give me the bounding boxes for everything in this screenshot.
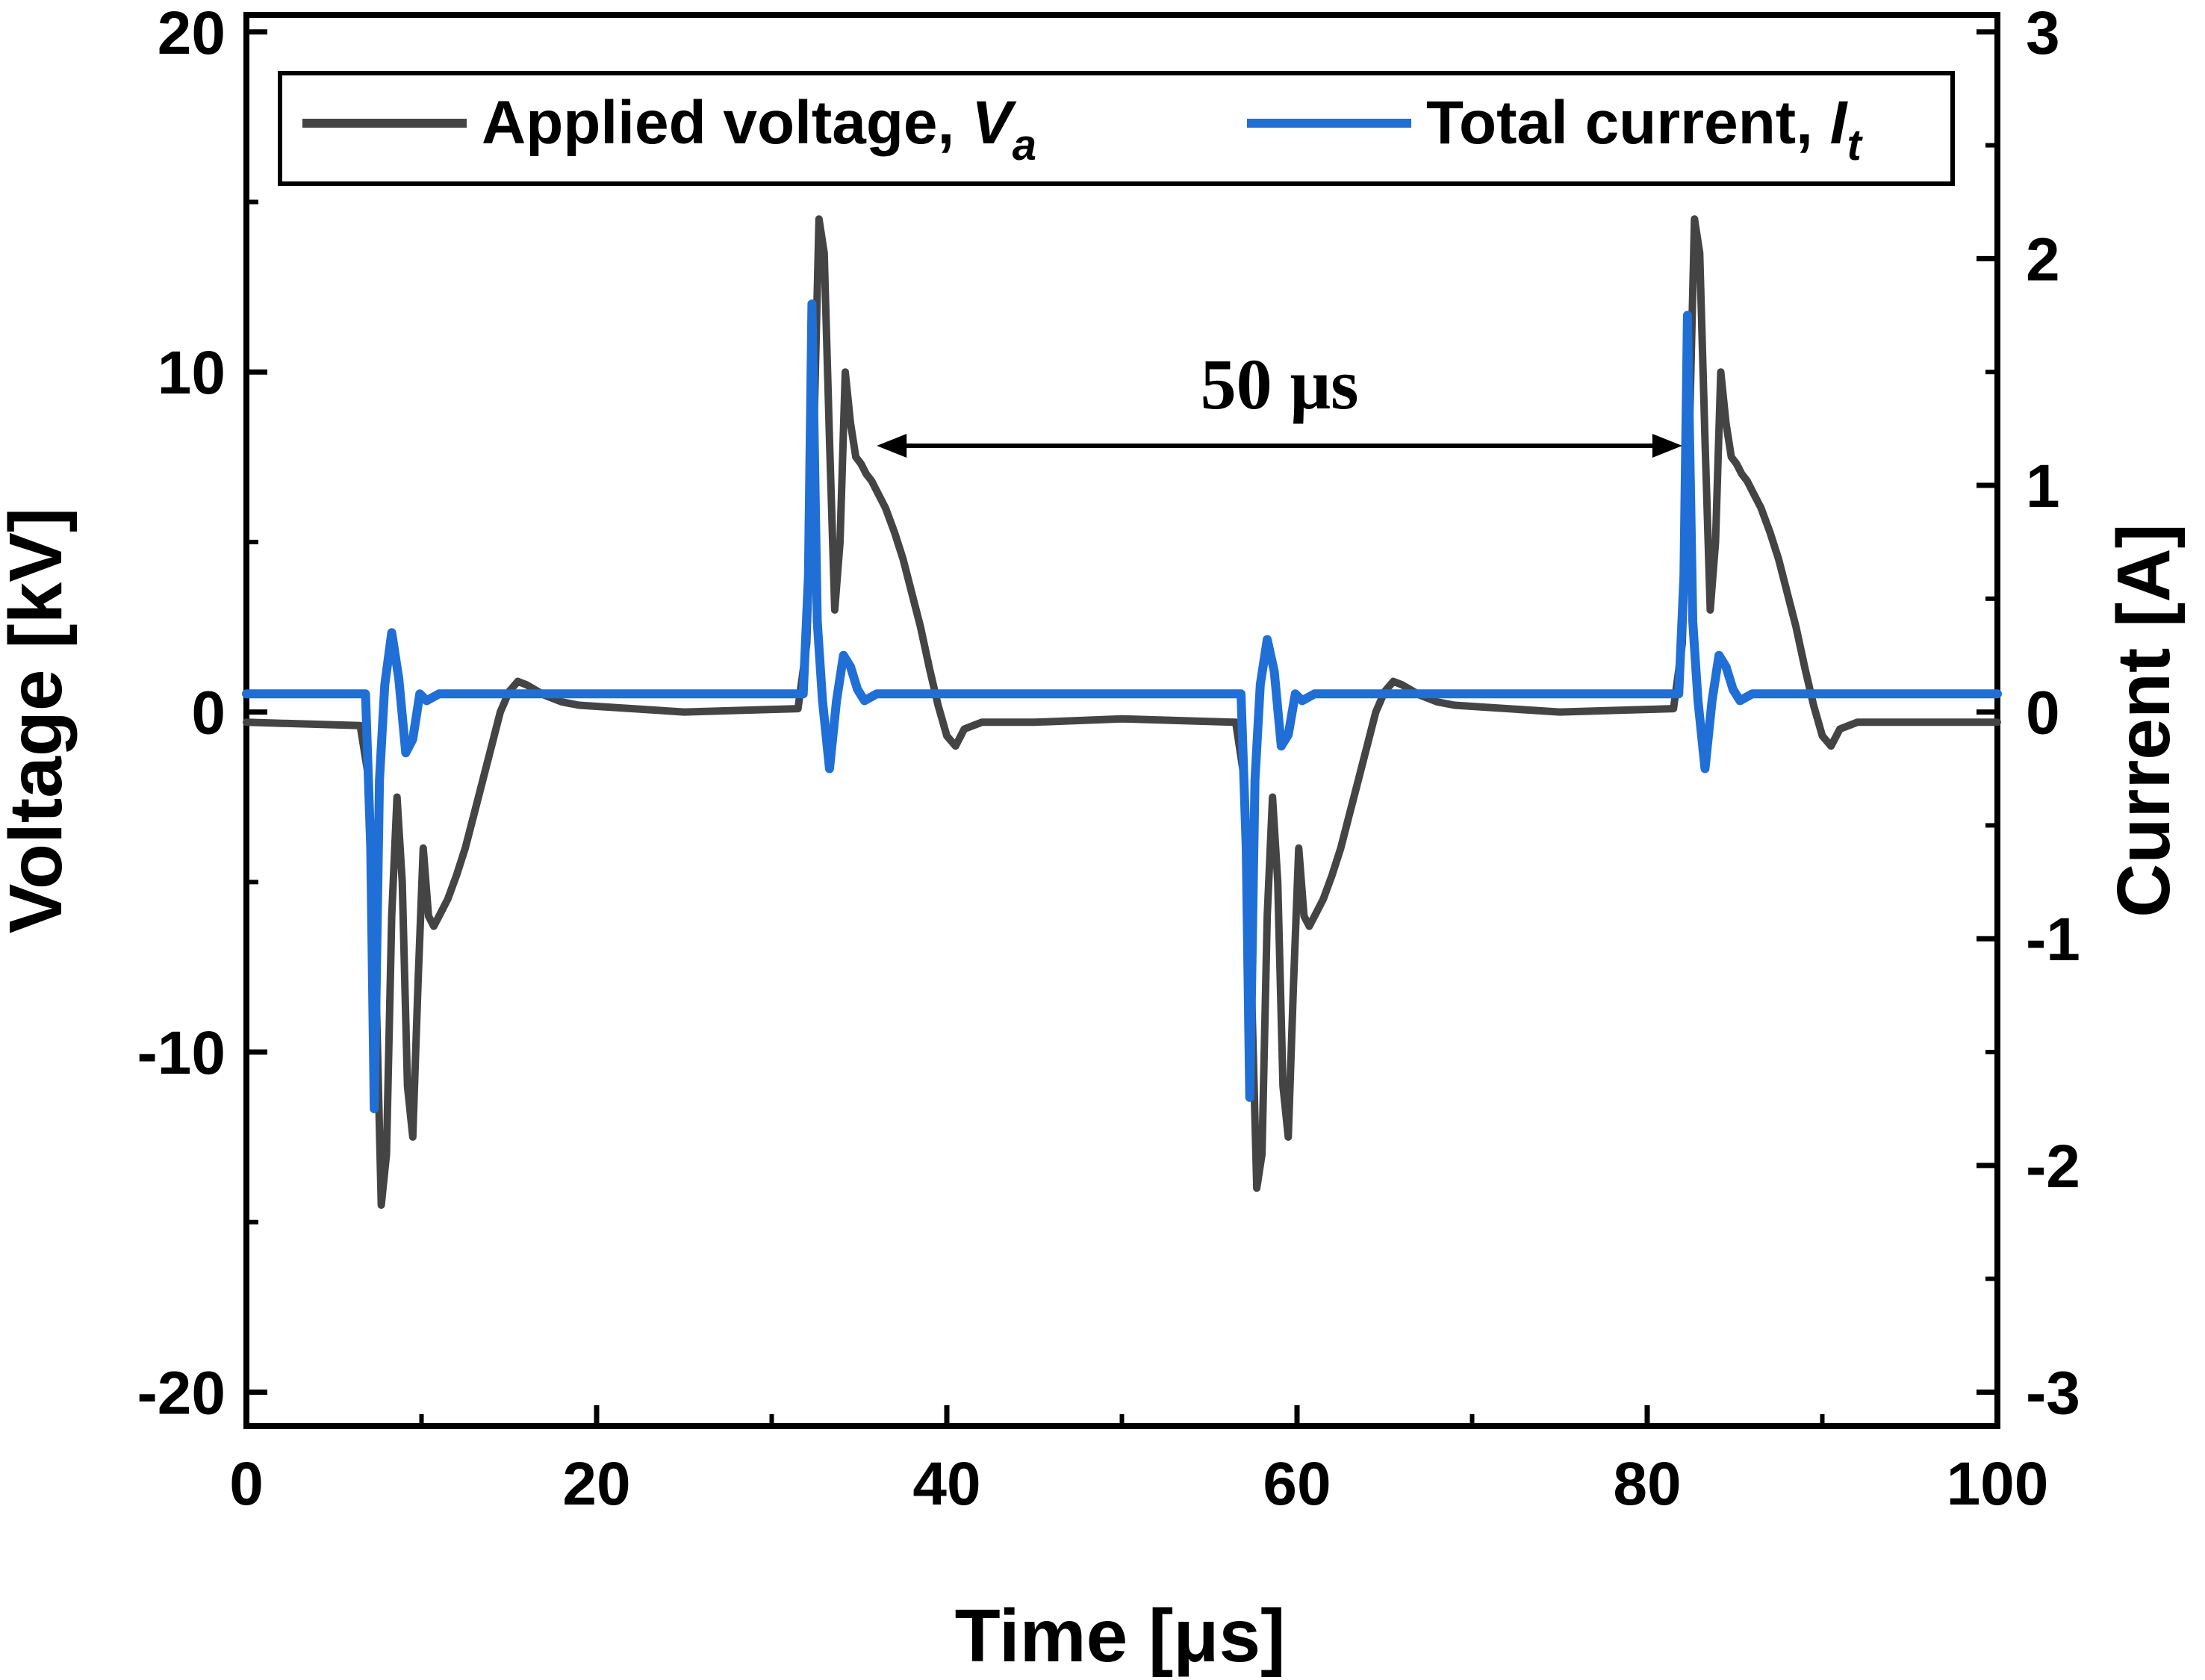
series-total-current-line: [242, 299, 2002, 1113]
period-annotation: 50 μs: [877, 344, 1682, 458]
x-tick-label: 100: [1947, 1450, 2049, 1518]
y-right-tick-label: 2: [2026, 225, 2060, 293]
y-right-tick-label: 1: [2026, 452, 2060, 520]
x-tick-label: 20: [562, 1450, 630, 1518]
y-axis-title-right: Current [A]: [2102, 523, 2186, 918]
series-layer: [242, 215, 2002, 1209]
y-left-tick-label: -10: [137, 1019, 226, 1087]
y-left-tick-label: 0: [191, 679, 226, 747]
y-left-tick-label: 20: [158, 0, 226, 67]
x-tick-label: 0: [229, 1450, 264, 1518]
legend-label-total-current: Total current, It: [1426, 89, 1863, 169]
period-label: 50 μs: [1201, 344, 1359, 424]
y-right-tick-label: -2: [2026, 1133, 2080, 1201]
y-right-tick-label: -1: [2026, 906, 2080, 974]
y-axis-title-left: Voltage [kV]: [0, 508, 78, 933]
x-axis-title: Time [μs]: [955, 1594, 1286, 1678]
x-tick-label: 40: [912, 1450, 980, 1518]
axis-ticks: [243, 29, 2000, 1426]
y-right-tick-label: 3: [2026, 0, 2060, 67]
arrow-head-right: [1652, 434, 1682, 458]
legend: Applied voltage, Va Total current, It: [278, 71, 1955, 186]
legend-label-applied-voltage: Applied voltage, Va: [482, 89, 1036, 169]
y-left-tick-label: 10: [158, 339, 226, 407]
arrow-head-left: [877, 434, 907, 458]
y-right-tick-label: 0: [2026, 679, 2060, 747]
series-applied-voltage-line: [243, 215, 2001, 1209]
legend-box: [278, 71, 1955, 186]
y-right-tick-label: -3: [2026, 1359, 2080, 1427]
x-tick-label: 60: [1263, 1450, 1331, 1518]
y-left-tick-label: -20: [137, 1359, 226, 1427]
x-tick-label: 80: [1613, 1450, 1681, 1518]
